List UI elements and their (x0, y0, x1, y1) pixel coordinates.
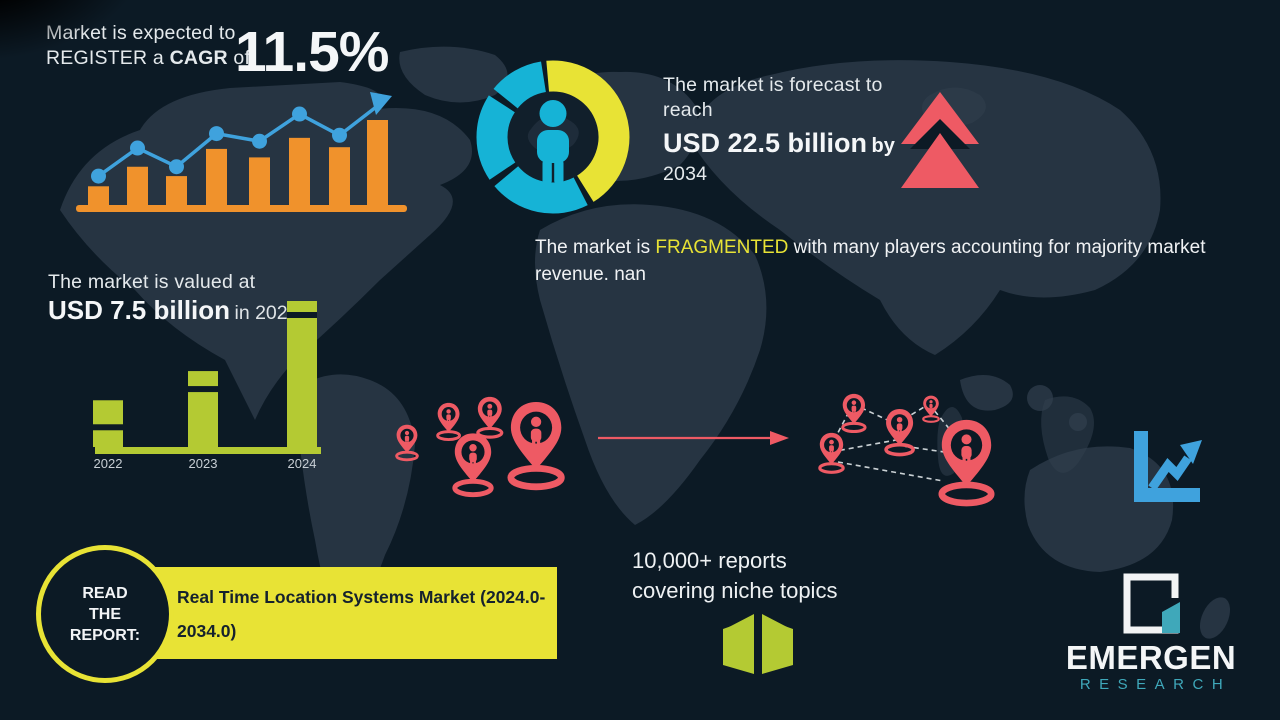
trend-dot (169, 159, 184, 175)
read-the-report-label: READ THE REPORT: (69, 584, 141, 644)
fragmented-highlight: FRAGMENTED (655, 237, 789, 258)
reports-line1: 10,000+ reports (632, 548, 787, 573)
forecast-by: by (871, 135, 895, 157)
map-highlight (1041, 396, 1094, 473)
trend-dot (292, 106, 307, 122)
growth-bar (206, 148, 227, 205)
forecast-line1: The market is forecast to (663, 74, 883, 96)
reports-line2: covering niche topics (632, 578, 838, 603)
cagr-line1: Market is expected to (46, 22, 236, 44)
forecast-year: 2034 (663, 163, 708, 185)
market-value-chart: 2022 2023 2024 (93, 301, 321, 471)
cagr-value: 11.5% (235, 20, 389, 84)
trend-arrowhead (370, 92, 392, 115)
value-bar (93, 400, 123, 447)
donut-segment-yellow (546, 60, 630, 202)
valued-value-line: USD 7.5 billion in 2024 (48, 295, 298, 326)
donut-segment-cyan (493, 61, 547, 109)
report-title-banner[interactable]: Real Time Location Systems Market (2024.… (147, 567, 557, 659)
market-structure-donut-chart (476, 60, 630, 214)
emergen-research-logo: EMERGEN RESEARCH (1043, 572, 1259, 694)
trend-dot (130, 140, 145, 156)
logo-square-icon (1123, 573, 1182, 634)
value-year-label: 2023 (189, 456, 218, 471)
double-up-arrow-icon (901, 92, 979, 188)
growth-bar (289, 137, 310, 205)
cagr-line2-bold: CAGR (169, 47, 228, 69)
trend-dot (332, 127, 347, 143)
value-bar-stripe (287, 312, 317, 318)
trend-dot (91, 168, 106, 184)
valued-value: USD 7.5 billion (48, 295, 231, 325)
donut-segment-cyan (494, 165, 588, 214)
cagr-line2-pre: REGISTER a (46, 47, 164, 69)
growth-bar (166, 176, 187, 205)
growth-baseline (76, 205, 407, 212)
open-book-icon (723, 614, 793, 674)
value-year-label: 2022 (94, 456, 123, 471)
forecast-value-line: USD 22.5 billion by (663, 128, 913, 159)
forecast-value: USD 22.5 billion (663, 128, 868, 158)
logo-name: EMERGEN (1065, 639, 1237, 676)
value-baseline (95, 447, 321, 454)
growth-trend-chart (76, 92, 407, 212)
map-highlight (937, 406, 964, 476)
trend-dot (252, 133, 267, 149)
fragmented-statement: The market is FRAGMENTED with many playe… (535, 234, 1210, 288)
value-bar-stripe (188, 386, 218, 393)
map-new-zealand (1199, 597, 1231, 639)
forecast-line2: reach (663, 99, 713, 121)
growth-bar (329, 147, 350, 205)
valued-line1: The market is valued at (48, 271, 256, 293)
value-year-label: 2024 (288, 456, 317, 471)
map-greenland (399, 46, 508, 103)
logo-subtitle: RESEARCH (1079, 676, 1232, 693)
value-bar-stripe (93, 424, 123, 431)
growth-bar (88, 186, 109, 205)
fragmented-pre: The market is (535, 237, 651, 258)
growth-bar (249, 157, 270, 205)
cagr-line2: REGISTER a CAGR of (46, 46, 250, 71)
value-bar (287, 301, 317, 447)
cagr-block: Market is expected to REGISTER a CAGR of (46, 21, 250, 71)
person-icon (537, 100, 569, 184)
growth-chart-icon (1134, 431, 1202, 502)
growth-bar (367, 120, 388, 205)
map-africa (535, 204, 767, 525)
read-the-report-button[interactable]: READ THE REPORT: (36, 545, 174, 683)
reports-block: 10,000+ reports covering niche topics (632, 546, 837, 606)
trend-dot (209, 126, 224, 142)
valued-block: The market is valued at USD 7.5 billion … (48, 270, 298, 326)
value-bar (188, 371, 218, 447)
valued-suffix: in 2024 (234, 302, 299, 324)
fragmented-post: with many players accounting for majorit… (535, 237, 1206, 285)
map-asia (690, 60, 1161, 356)
map-se-asia (960, 375, 1013, 411)
donut-segment-cyan (476, 95, 516, 180)
forecast-block: The market is forecast to reach USD 22.5… (663, 73, 913, 187)
growth-bar (127, 166, 148, 205)
report-title: Real Time Location Systems Market (2024.… (177, 587, 546, 641)
